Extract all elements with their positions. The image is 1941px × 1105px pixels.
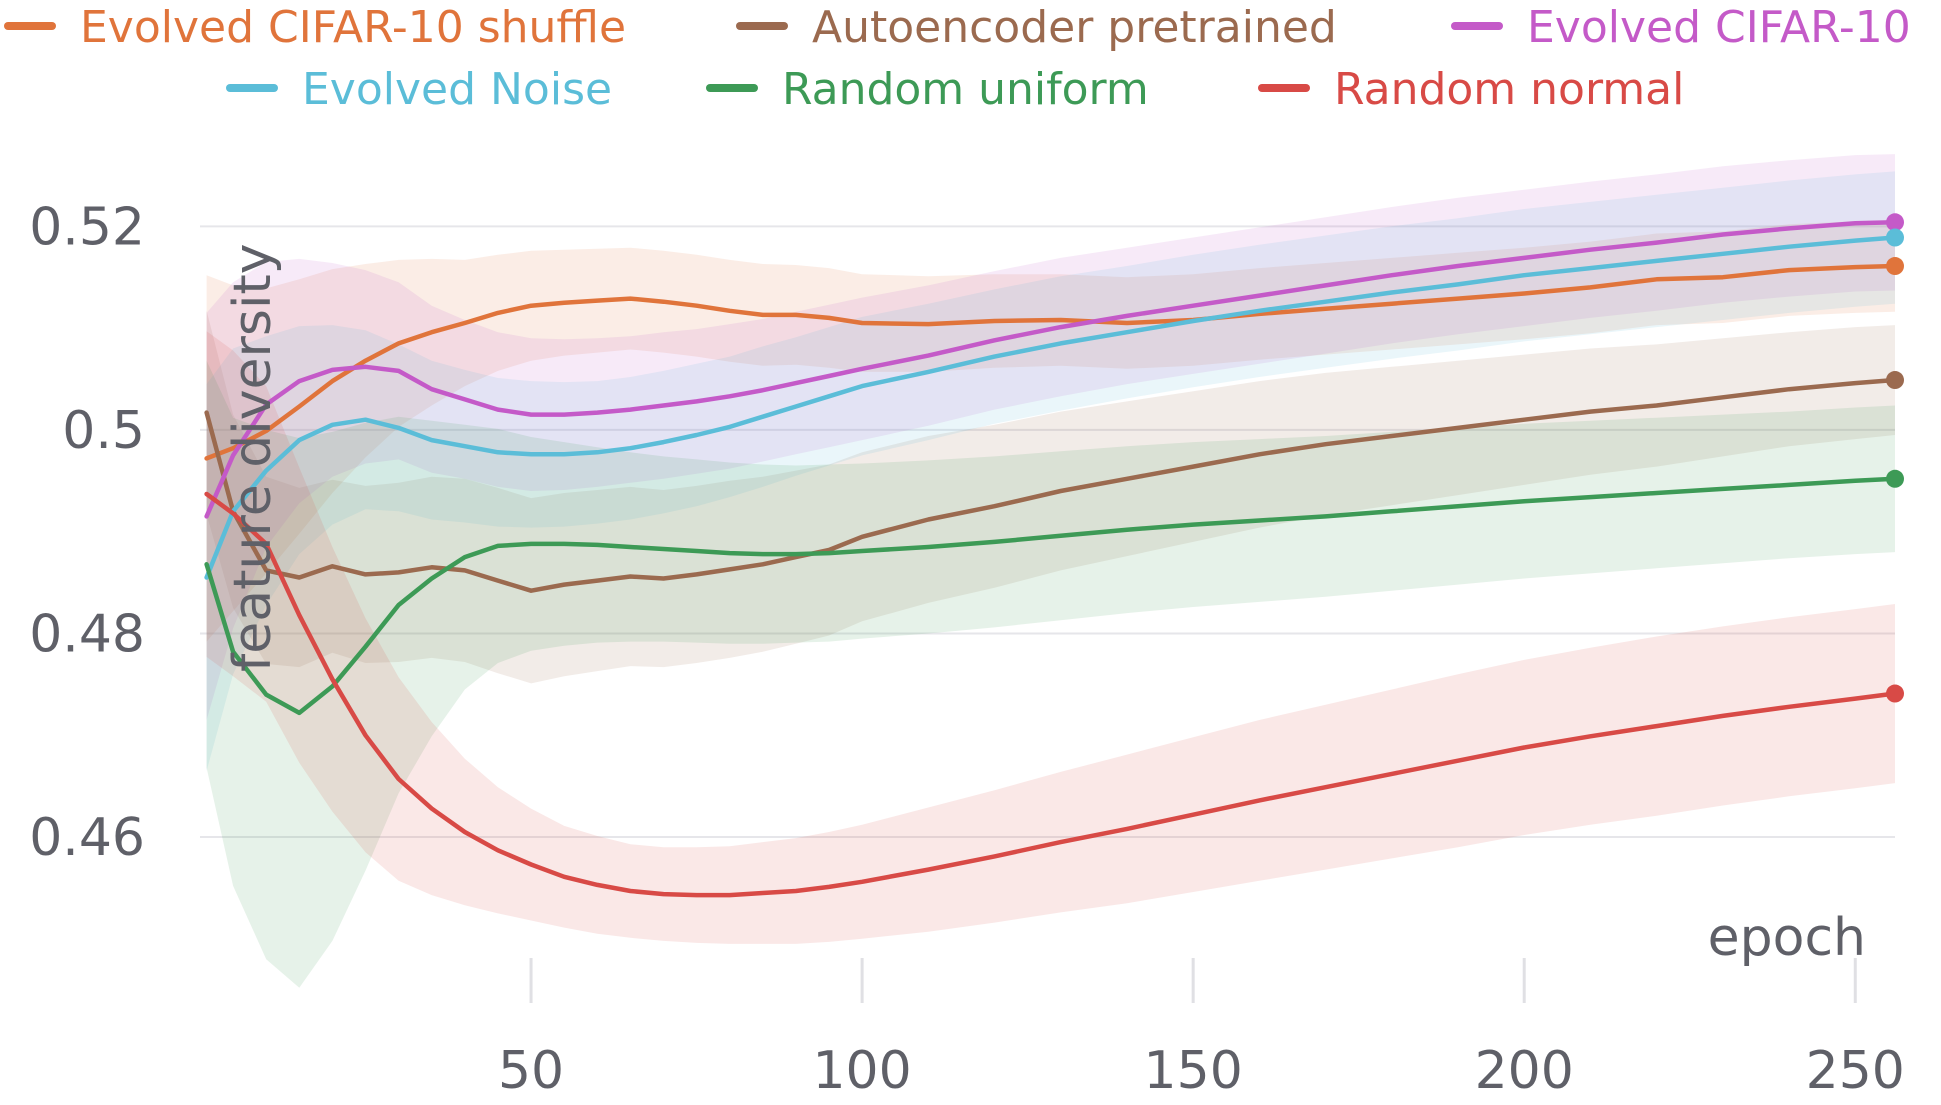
series-line-1 — [204, 377, 1898, 593]
x-tick-label: 100 — [812, 1041, 911, 1101]
series-line-5 — [204, 491, 1898, 898]
confidence-band-4 — [206, 360, 1896, 988]
y-tick-label: 0.48 — [29, 604, 145, 664]
confidence-band-5 — [206, 331, 1896, 944]
series-line-4 — [204, 476, 1898, 716]
series-end-marker-1 — [1886, 371, 1904, 390]
y-tick-label: 0.46 — [29, 808, 145, 868]
y-tick-label: 0.5 — [62, 401, 145, 461]
y-axis-label: feature diversity — [223, 243, 283, 672]
legend-label-5: Random normal — [1334, 64, 1684, 115]
series-end-marker-5 — [1886, 684, 1904, 703]
x-tick-label: 250 — [1806, 1041, 1905, 1101]
legend-label-1: Autoencoder pretrained — [812, 2, 1337, 53]
series-end-marker-0 — [1886, 257, 1904, 276]
axis-ticks: 0.46 0.48 0.5 0.52 50 100 150 200 250 — [29, 197, 1905, 1101]
series-line-2 — [204, 220, 1898, 519]
confidence-band-0 — [206, 220, 1896, 642]
legend-label-4: Random uniform — [782, 64, 1149, 115]
x-tick-label: 200 — [1475, 1041, 1574, 1101]
legend-label-2: Evolved CIFAR-10 — [1527, 2, 1911, 53]
x-axis-label: epoch — [1708, 908, 1866, 968]
series-line-0 — [204, 263, 1898, 461]
series-end-markers — [1886, 213, 1904, 703]
series-end-marker-2 — [1886, 213, 1904, 232]
series-line-3 — [204, 235, 1898, 580]
grid-layer — [200, 225, 1895, 839]
legend-label-0: Evolved CIFAR-10 shuffle — [80, 2, 626, 53]
series-lines — [204, 220, 1898, 898]
series-end-marker-3 — [1886, 228, 1904, 247]
x-tick-label: 50 — [498, 1041, 564, 1101]
series-end-marker-4 — [1886, 469, 1904, 488]
confidence-band-3 — [206, 171, 1896, 771]
legend: Evolved CIFAR-10 shuffle Autoencoder pret… — [4, 2, 1911, 115]
legend-label-3: Evolved Noise — [302, 64, 612, 115]
x-tick-label: 150 — [1144, 1041, 1243, 1101]
y-tick-label: 0.52 — [29, 197, 145, 257]
confidence-band-1 — [206, 310, 1896, 684]
